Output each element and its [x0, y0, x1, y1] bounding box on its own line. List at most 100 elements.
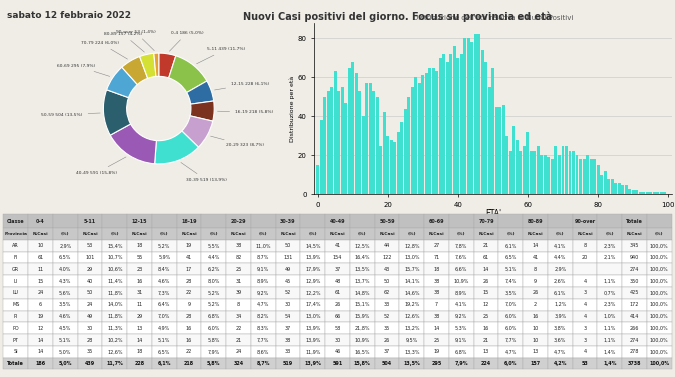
Wedge shape	[122, 57, 148, 84]
Bar	[429, 67, 431, 195]
Bar	[603, 171, 607, 195]
Bar	[477, 34, 481, 195]
Bar	[520, 152, 522, 195]
Bar	[425, 74, 428, 195]
Bar	[320, 120, 323, 195]
Wedge shape	[154, 53, 159, 77]
Bar	[407, 97, 410, 195]
Bar	[397, 132, 400, 195]
Text: 0-4 186 (5,0%): 0-4 186 (5,0%)	[169, 31, 203, 51]
Bar	[386, 136, 389, 195]
Bar	[649, 192, 652, 195]
Bar	[642, 192, 645, 195]
Bar	[526, 132, 529, 195]
Title: Distribuzione dell'età relativa ai Nuovi Positivi: Distribuzione dell'età relativa ai Nuovi…	[412, 15, 573, 21]
Bar	[446, 62, 449, 195]
Bar	[333, 71, 337, 195]
Bar	[491, 67, 494, 195]
Bar	[400, 122, 403, 195]
Bar	[509, 152, 512, 195]
Bar	[586, 155, 589, 195]
Bar	[485, 62, 487, 195]
Bar	[348, 67, 351, 195]
Bar	[565, 146, 568, 195]
Bar	[530, 152, 533, 195]
Bar	[373, 91, 375, 195]
Bar	[562, 146, 564, 195]
Bar	[558, 155, 561, 195]
Bar	[635, 190, 638, 195]
Bar	[593, 159, 596, 195]
Bar	[316, 165, 319, 195]
Y-axis label: Distribuzione per età: Distribuzione per età	[290, 75, 295, 142]
Bar	[411, 87, 414, 195]
Bar	[460, 54, 463, 195]
Wedge shape	[190, 101, 214, 121]
Text: 60-69 295 (7,9%): 60-69 295 (7,9%)	[57, 64, 110, 77]
Bar	[597, 165, 599, 195]
Bar	[554, 146, 558, 195]
Wedge shape	[155, 131, 198, 164]
Bar	[389, 140, 393, 195]
Text: Nuovi Casi positivi del giorno. Focus su provincia ed età: Nuovi Casi positivi del giorno. Focus su…	[243, 11, 552, 22]
Bar	[533, 152, 537, 195]
Bar	[421, 75, 425, 195]
Text: 12-15 228 (6,1%): 12-15 228 (6,1%)	[215, 82, 269, 90]
Wedge shape	[140, 53, 156, 78]
Text: 16-19 218 (5,8%): 16-19 218 (5,8%)	[217, 110, 273, 114]
Bar	[435, 71, 438, 195]
Bar	[474, 34, 477, 195]
Bar	[628, 188, 631, 195]
Wedge shape	[169, 56, 207, 92]
Wedge shape	[159, 53, 176, 78]
Bar	[663, 192, 666, 195]
Bar	[495, 107, 498, 195]
Bar	[579, 159, 582, 195]
Bar	[338, 91, 340, 195]
Bar	[568, 152, 572, 195]
Bar	[618, 183, 620, 195]
Bar	[369, 83, 372, 195]
Bar	[639, 192, 641, 195]
Bar	[611, 179, 614, 195]
Bar	[607, 179, 610, 195]
Wedge shape	[182, 116, 213, 147]
Bar	[394, 142, 396, 195]
Text: 50-59 504 (13,5%): 50-59 504 (13,5%)	[41, 112, 100, 116]
X-axis label: ETA': ETA'	[485, 210, 501, 218]
Bar	[624, 185, 628, 195]
Text: 30-39 519 (13,9%): 30-39 519 (13,9%)	[181, 162, 227, 182]
Bar	[621, 185, 624, 195]
Bar	[432, 67, 435, 195]
Text: 40-49 591 (15,8%): 40-49 591 (15,8%)	[76, 157, 126, 175]
Bar	[470, 42, 473, 195]
Bar	[547, 157, 551, 195]
Bar	[418, 83, 421, 195]
Bar	[502, 104, 505, 195]
Wedge shape	[187, 81, 214, 104]
Bar	[614, 183, 617, 195]
Bar	[404, 109, 407, 195]
Bar	[442, 54, 446, 195]
Bar	[541, 155, 543, 195]
Bar	[576, 155, 578, 195]
Wedge shape	[110, 124, 157, 164]
Bar	[645, 192, 649, 195]
Bar	[344, 103, 347, 195]
Bar	[355, 74, 358, 195]
Bar	[450, 54, 452, 195]
Bar	[589, 159, 593, 195]
Bar	[327, 91, 329, 195]
Bar	[463, 38, 466, 195]
Bar	[383, 112, 386, 195]
Wedge shape	[103, 90, 130, 135]
Bar	[544, 155, 547, 195]
Bar	[488, 87, 491, 195]
Bar	[512, 126, 516, 195]
Bar	[572, 152, 575, 195]
Bar	[453, 46, 456, 195]
Bar	[351, 62, 354, 195]
Bar	[656, 192, 659, 195]
Bar	[341, 87, 344, 195]
Text: 70-79 224 (6,0%): 70-79 224 (6,0%)	[82, 41, 128, 59]
